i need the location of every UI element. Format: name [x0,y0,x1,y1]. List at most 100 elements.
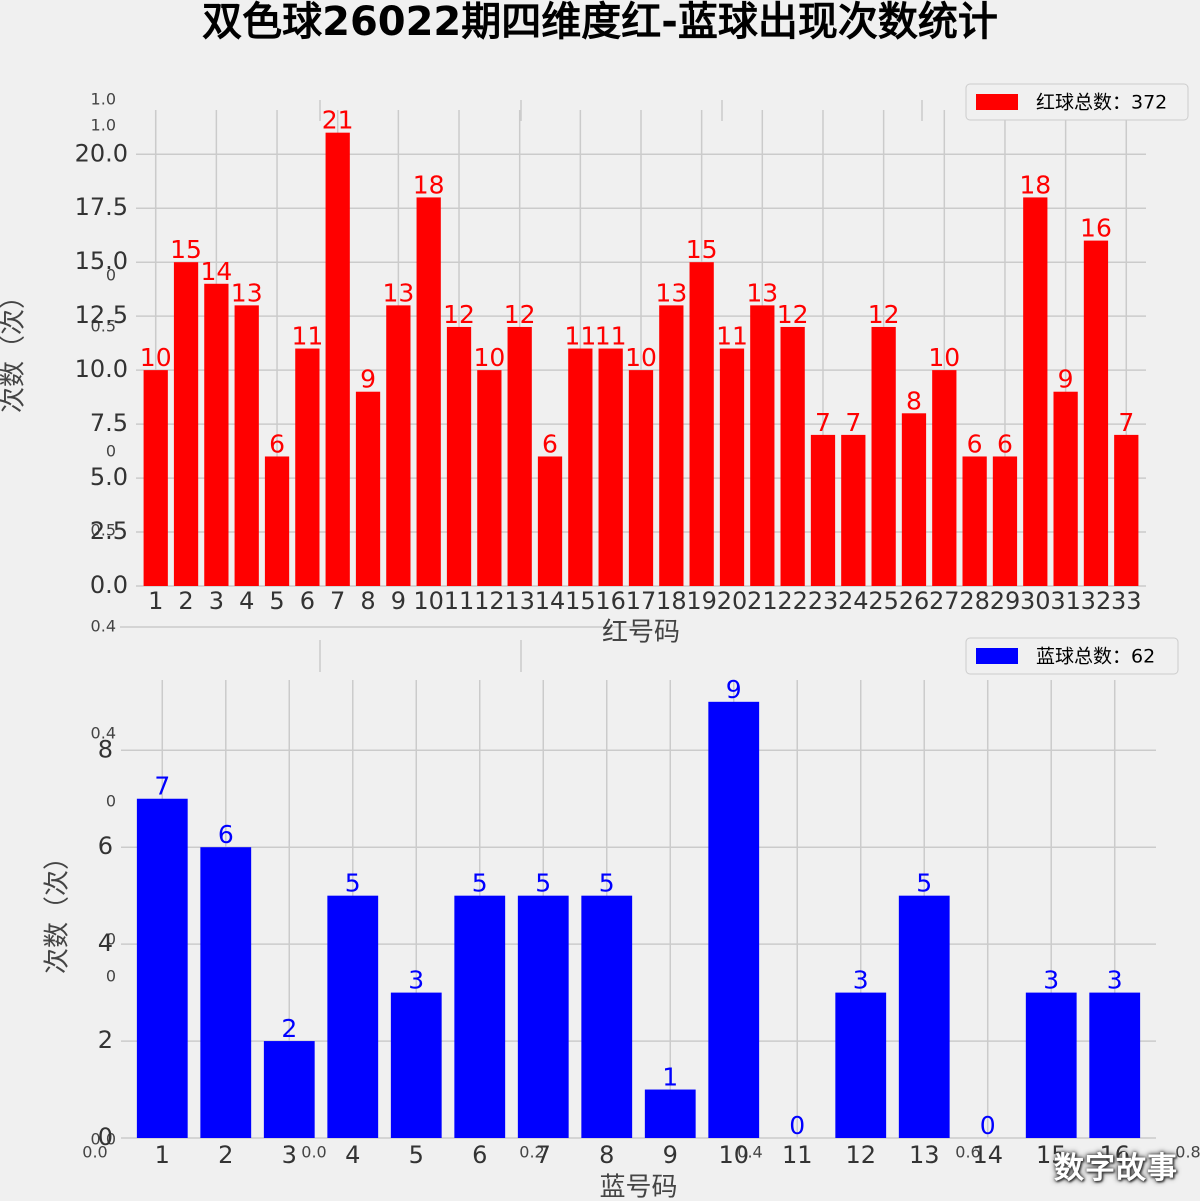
bar-value-label: 12 [868,300,900,329]
bar [234,305,259,586]
bar [295,348,320,586]
x-tick-label: 8 [360,587,375,615]
x-tick-label: 12 [845,1141,876,1169]
y-tick-label: 12.5 [75,301,128,329]
bar [200,847,252,1138]
bar-value-label: 7 [1118,408,1134,437]
bar [581,895,633,1138]
y-axis-label: 次数（次） [0,283,29,413]
x-tick-label: 27 [929,587,960,615]
ghost-xtick-label: 0.0 [82,1143,107,1162]
bar-value-label: 15 [170,235,202,264]
x-tick-label: 16 [1099,1141,1130,1169]
bar-value-label: 3 [408,966,424,995]
bar-value-label: 5 [472,869,488,898]
y-tick-label: 15.0 [75,247,128,275]
x-tick-label: 2 [218,1141,233,1169]
bar-value-label: 13 [382,278,414,307]
ghost-xtick-label: 0.6 [955,1143,980,1162]
x-tick-label: 29 [990,587,1021,615]
x-tick-label: 5 [269,587,284,615]
x-tick-label: 15 [565,587,596,615]
x-tick-label: 22 [777,587,808,615]
x-tick-label: 11 [782,1141,813,1169]
bar [1083,240,1109,586]
bar [390,992,442,1138]
x-tick-label: 13 [504,587,535,615]
ghost-ytick-label: 0 [106,442,116,461]
bar [810,434,836,586]
blue-ball-chart: 0246871622354355657581991001131251301431… [43,637,1179,1201]
bar [962,456,987,586]
ghost-ytick-label: 0.5 [91,521,116,540]
bar [644,1089,696,1138]
bar-value-label: 11 [716,322,748,351]
bar [835,992,887,1138]
bar [708,701,760,1138]
y-tick-label: 2 [98,1026,113,1054]
x-tick-label: 9 [391,587,406,615]
bar-value-label: 8 [906,386,922,415]
ghost-ytick-label: 0 [106,930,116,949]
x-tick-label: 17 [626,587,657,615]
bar [327,895,379,1138]
bar [719,348,745,586]
bar-value-label: 10 [473,343,505,372]
bar [750,305,775,586]
ghost-ytick-label: 0.0 [91,1130,116,1149]
x-tick-label: 2 [178,587,193,615]
x-tick-label: 31 [1050,587,1081,615]
x-axis-label: 红号码 [602,618,680,648]
bar-value-label: 15 [686,235,718,264]
x-tick-label: 16 [595,587,626,615]
bar-value-label: 13 [746,278,778,307]
x-tick-label: 15 [1036,1141,1067,1169]
bar-value-label: 18 [1019,170,1051,199]
bar-value-label: 10 [928,343,960,372]
bar [204,283,229,586]
x-tick-label: 33 [1111,587,1142,615]
ghost-ytick-label: 0.4 [91,724,116,743]
bar [1025,992,1077,1138]
ghost-ytick-label: 1.0 [91,116,116,135]
x-tick-label: 20 [717,587,748,615]
bar [841,434,866,586]
x-axis-label: 蓝号码 [599,1173,677,1201]
bar [416,197,441,586]
bar-value-label: 6 [542,429,558,458]
bar-value-label: 21 [322,106,354,135]
bar [932,370,957,586]
chart-title: 双色球26022期四维度红-蓝球出现次数统计 [202,0,998,45]
ghost-ytick-label: 1.0 [91,90,116,109]
legend-swatch [976,648,1018,664]
ghost-ytick-label: 0 [106,266,116,285]
ghost-xtick-label: 0.0 [301,1143,326,1162]
x-tick-label: 7 [536,1141,551,1169]
x-tick-label: 13 [909,1141,940,1169]
bar-value-label: 12 [443,300,475,329]
x-tick-label: 3 [282,1141,297,1169]
bar [871,326,896,586]
bar [454,895,506,1138]
bar-value-label: 3 [853,966,869,995]
bar-value-label: 18 [413,170,445,199]
bar-value-label: 7 [815,408,831,437]
bar-value-label: 3 [1043,966,1059,995]
x-tick-label: 7 [330,587,345,615]
y-tick-label: 20.0 [75,139,128,167]
x-tick-label: 19 [686,587,717,615]
bar [477,370,502,586]
x-tick-label: 14 [535,587,566,615]
ghost-ytick-label: 0.5 [91,317,116,336]
x-tick-label: 11 [444,587,475,615]
x-tick-label: 23 [808,587,839,615]
x-tick-label: 1 [155,1141,170,1169]
bar [901,413,927,586]
bar [143,370,168,586]
bar [689,262,714,586]
ghost-ytick-label: 0 [106,792,116,811]
bar-value-label: 11 [291,322,323,351]
y-tick-label: 2.5 [90,517,128,545]
